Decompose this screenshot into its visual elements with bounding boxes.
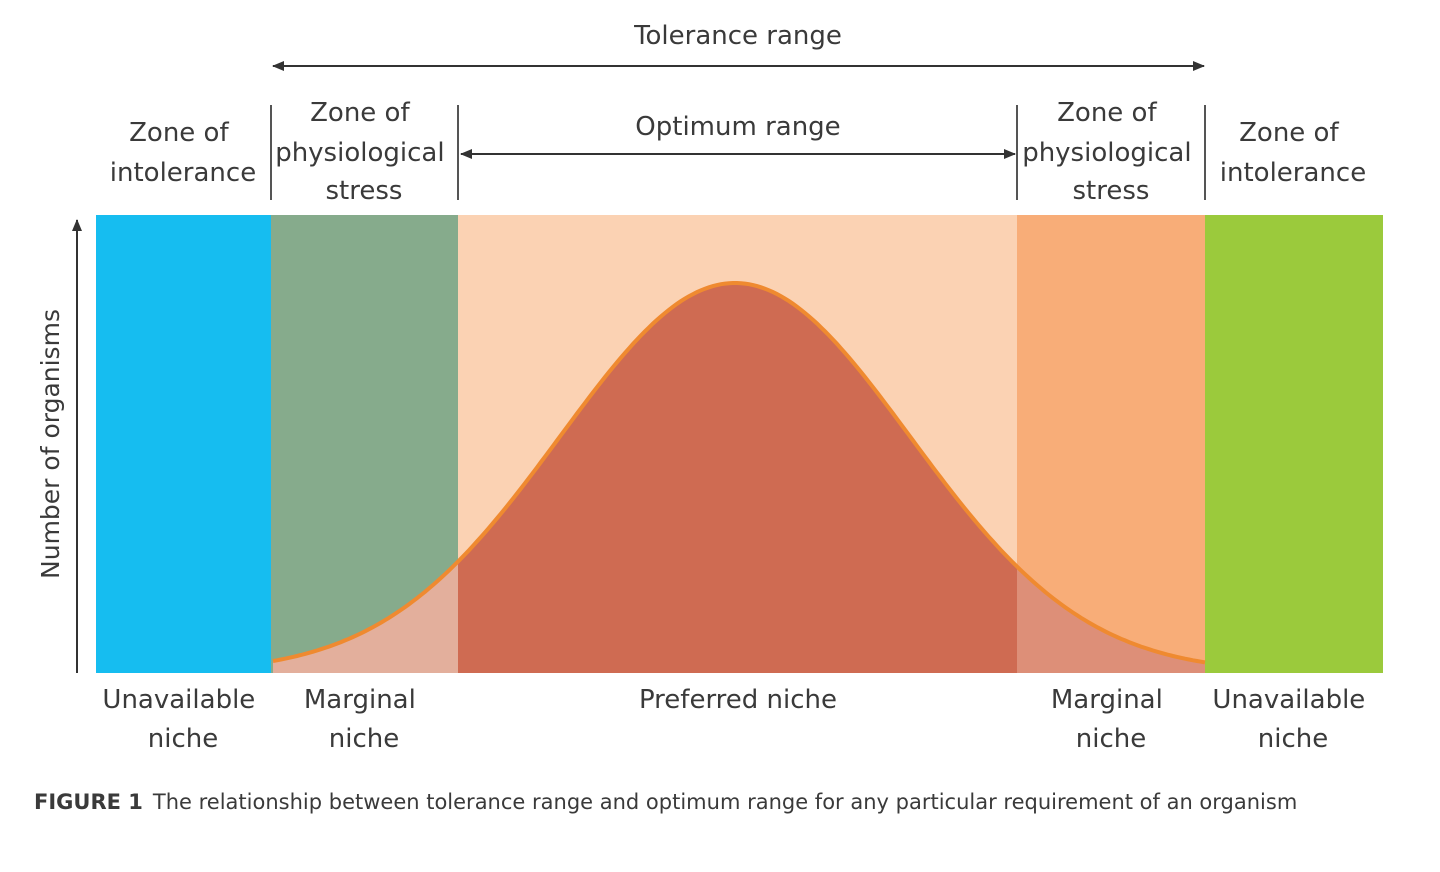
zone-label-line: Zone of: [310, 98, 410, 128]
niche-label-line: Preferred niche: [639, 685, 837, 715]
population-curve: [272, 281, 1206, 665]
niche-label-line: niche: [1258, 724, 1328, 754]
zone-label-intolerance-right: Zone of intolerance: [1220, 118, 1366, 188]
tolerance-range-label: Tolerance range: [633, 21, 842, 51]
niche-label-line: Marginal: [1051, 685, 1163, 715]
zone-label-line: stress: [326, 176, 403, 206]
curve-area-right-tail: [1017, 566, 1205, 673]
niche-label-unavailable-left: Unavailable niche: [102, 685, 263, 754]
zone-label-stress-left: Zone of physiological stress: [275, 98, 453, 206]
figure-caption: FIGURE 1 The relationship between toleran…: [34, 786, 1394, 819]
curve-area-preferred: [458, 283, 1017, 673]
zone-label-line: intolerance: [1220, 158, 1366, 188]
figure-caption-text: The relationship between tolerance range…: [152, 790, 1298, 814]
zone-label-intolerance-left: Zone of intolerance: [110, 118, 256, 188]
niche-label-line: niche: [1076, 724, 1146, 754]
zone-label-line: Zone of: [129, 118, 229, 148]
niche-label-marginal-right: Marginal niche: [1051, 685, 1171, 754]
zone-label-stress-right: Zone of physiological stress: [1022, 98, 1200, 206]
zone-label-line: intolerance: [110, 158, 256, 188]
zone-label-line: Zone of: [1239, 118, 1339, 148]
niche-label-preferred: Preferred niche: [639, 685, 837, 715]
band-unavailable-right: [1205, 215, 1383, 673]
curve-area-left-tail: [273, 561, 458, 673]
niche-label-marginal-left: Marginal niche: [304, 685, 424, 754]
figure-caption-label: FIGURE 1: [34, 790, 143, 814]
zone-label-line: stress: [1073, 176, 1150, 206]
zone-label-line: physiological: [275, 138, 444, 168]
zone-label-line: Zone of: [1057, 98, 1157, 128]
zone-label-line: physiological: [1022, 138, 1191, 168]
niche-label-line: Unavailable: [1212, 685, 1365, 715]
band-unavailable-left: [96, 215, 271, 673]
optimum-range-label: Optimum range: [635, 112, 840, 142]
niche-label-unavailable-right: Unavailable niche: [1212, 685, 1373, 754]
niche-label-line: Unavailable: [102, 685, 255, 715]
niche-label-line: niche: [148, 724, 218, 754]
niche-label-line: niche: [329, 724, 399, 754]
y-axis-label: Number of organisms: [36, 309, 65, 579]
niche-label-line: Marginal: [304, 685, 416, 715]
